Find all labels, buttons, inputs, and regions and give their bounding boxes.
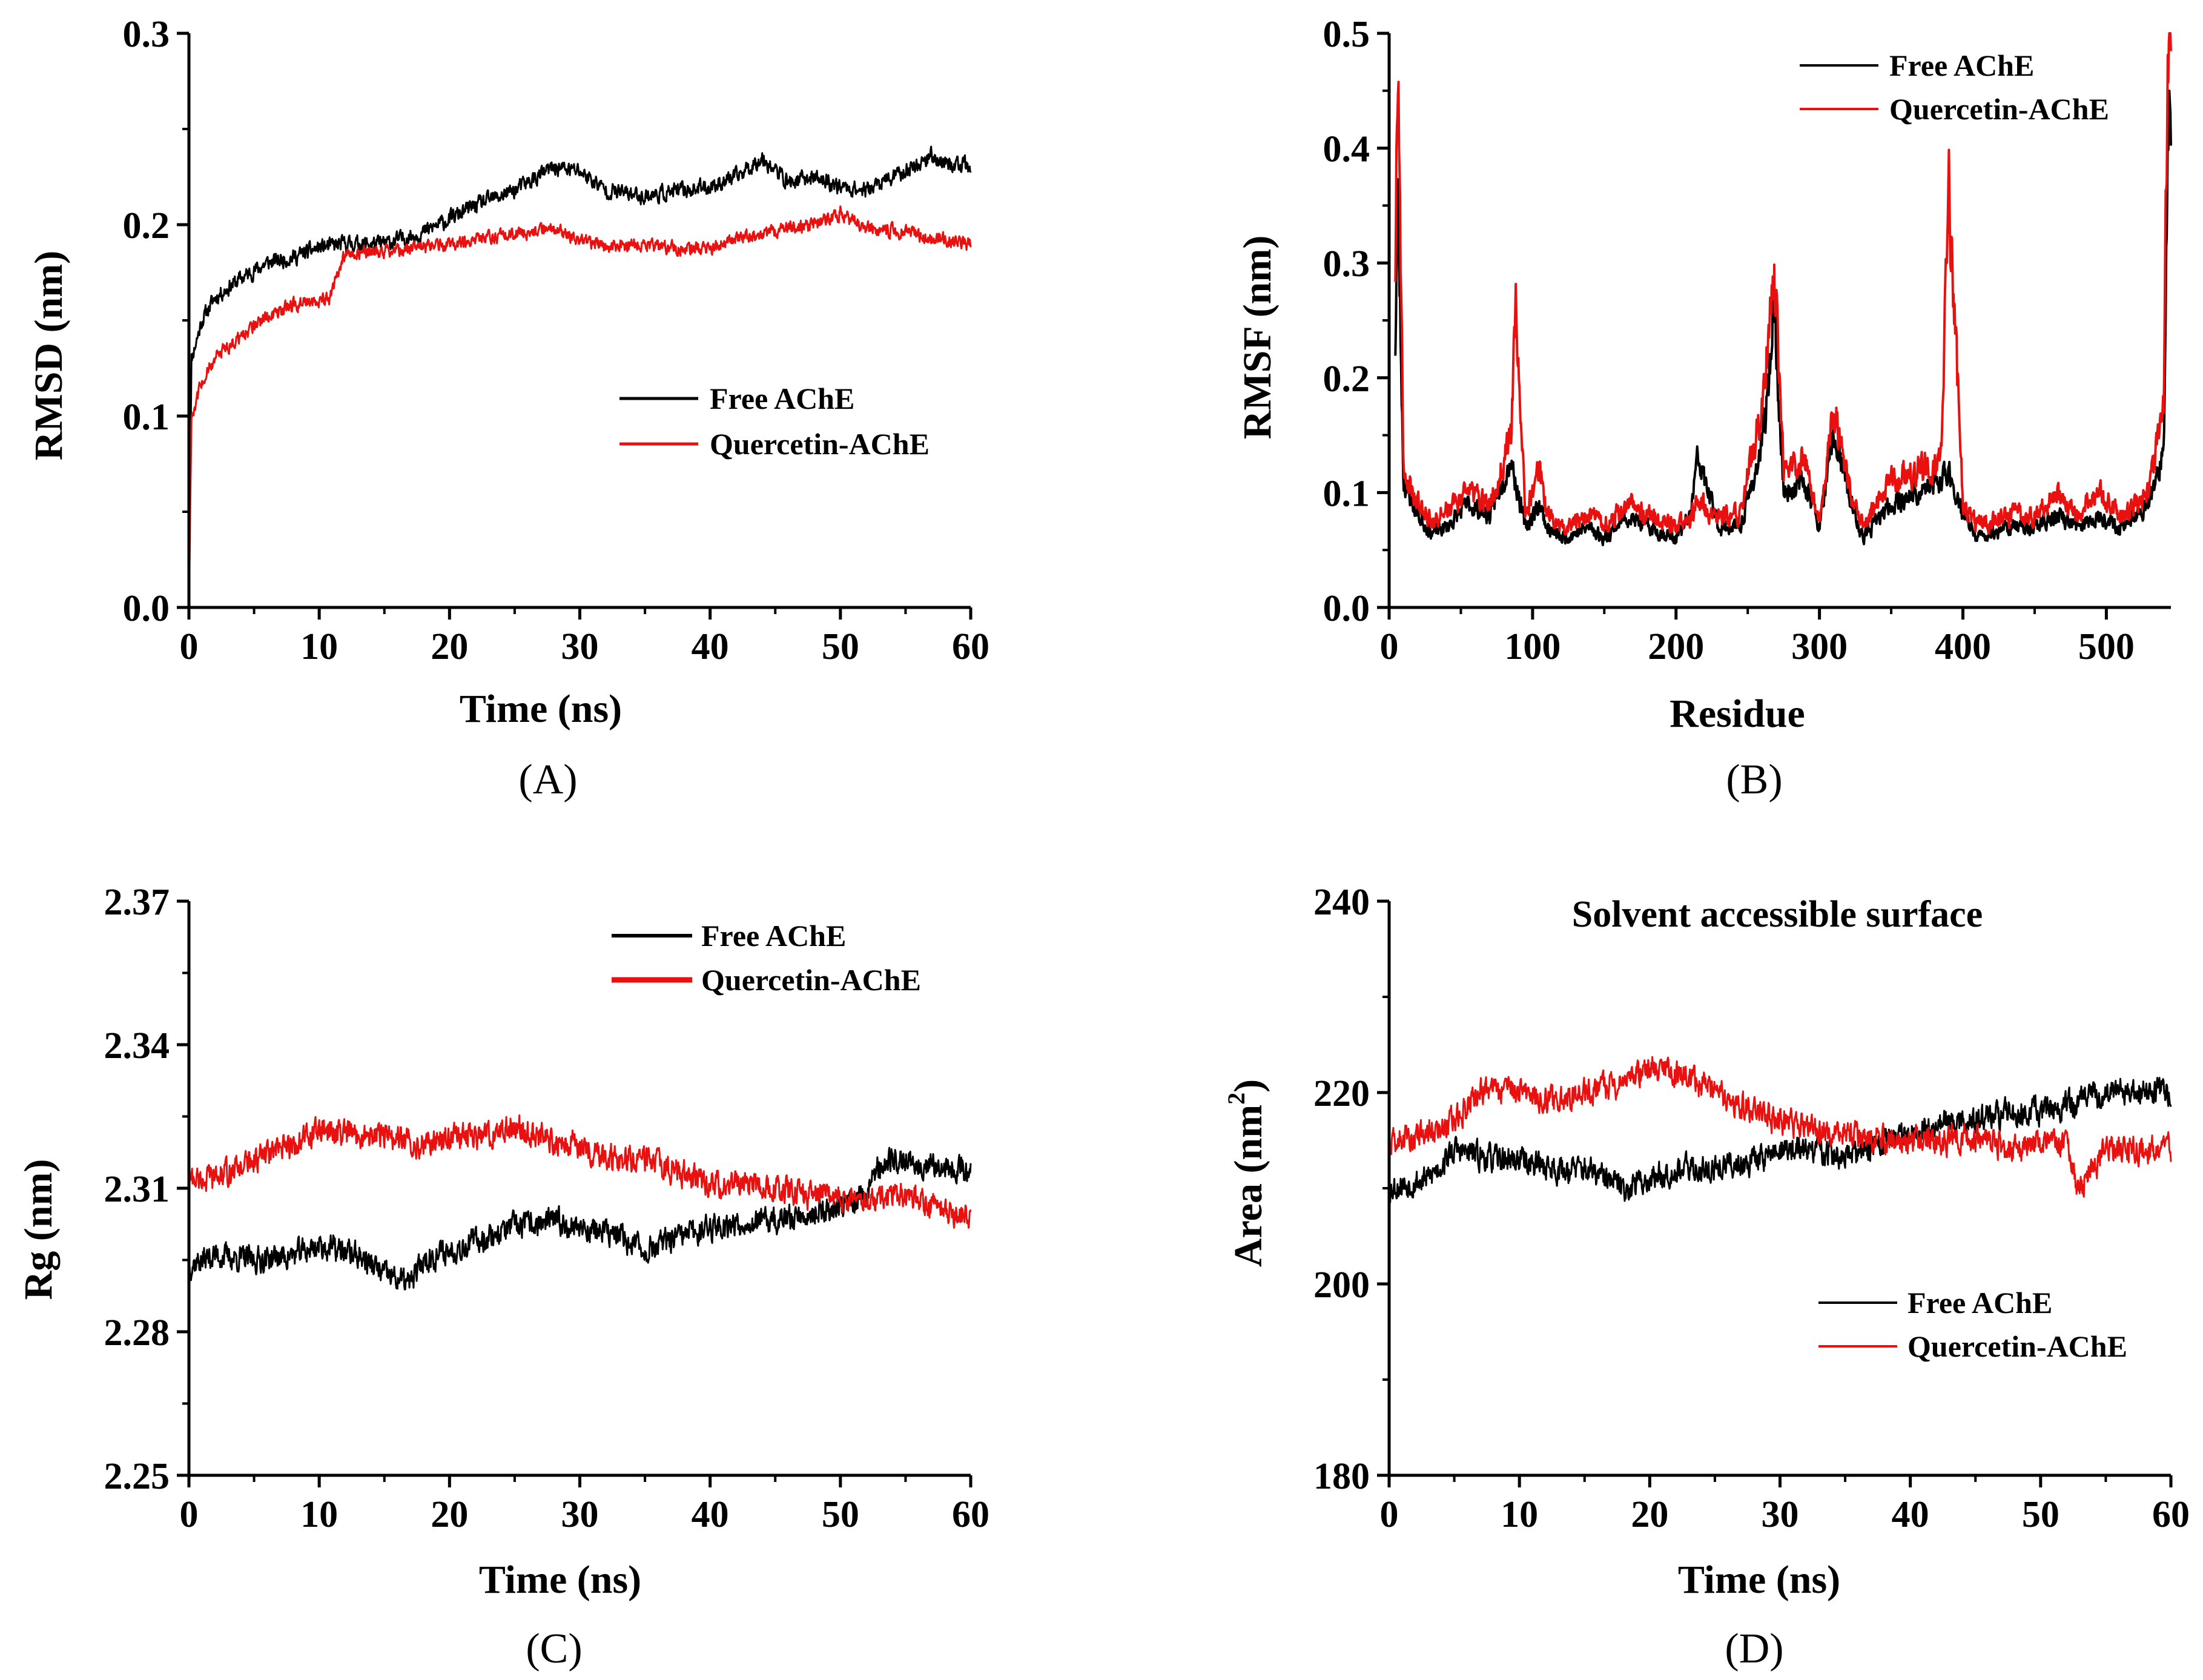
panel-a-xtick-label: 50: [822, 626, 859, 667]
panel-b-series-quercetin-ache: [1394, 32, 2172, 536]
panel-a-tick-labels: 0 10 20 30 40 50 60 0.0 0.1 0.2 0.3: [123, 14, 990, 667]
panel-c-ytick-label: 2.34: [104, 1025, 170, 1067]
panel-a-xtick-label: 60: [952, 626, 989, 667]
panel-c-xtick-label: 30: [561, 1494, 599, 1535]
panel-c-ytick-label: 2.31: [104, 1169, 170, 1210]
panel-d-legend-free: Free AChE: [1907, 1286, 2052, 1320]
panel-a-xtick-label: 20: [431, 626, 468, 667]
panel-b-ytick-label: 0.4: [1323, 129, 1370, 170]
panel-a-xtick-label: 10: [300, 626, 338, 667]
panel-b-xtick-label: 0: [1380, 626, 1399, 667]
panel-b-xtick-label: 500: [2078, 626, 2135, 667]
panel-c-xtick-label: 50: [822, 1494, 859, 1535]
panel-d-series: [1388, 1056, 2172, 1203]
panel-d-ytick-label: 200: [1313, 1265, 1370, 1306]
panel-d-xlabel: Time (ns): [1678, 1558, 1840, 1602]
panel-a-xlabel: Time (ns): [460, 687, 622, 731]
panel-d-ytick-label: 180: [1313, 1456, 1370, 1497]
panel-c-ylabel: Rg (nm): [16, 1159, 61, 1300]
panel-d-ytick-label: 220: [1313, 1073, 1370, 1114]
panel-d: 0 10 20 30 40 50 60 180 200 220 240 Solvent access…: [1223, 882, 2190, 1672]
panel-b-series: [1394, 32, 2172, 546]
panel-b: 0 100 200 300 400 500 0.0 0.1 0.2 0.3 0.4 0.5 Resid…: [1235, 14, 2172, 803]
panel-a-ylabel: RMSD (nm): [27, 251, 71, 460]
panel-a-legend: Free AChE Quercetin-AChE: [619, 382, 930, 461]
panel-a-ytick-label: 0.3: [123, 14, 170, 55]
panel-a-xtick-label: 0: [180, 626, 199, 667]
panel-c-tick-labels: 0 10 20 30 40 50 60 2.25 2.28 2.31 2.34 2.37: [104, 882, 990, 1535]
panel-d-xtick-label: 60: [2152, 1494, 2190, 1535]
panel-c: 0 10 20 30 40 50 60 2.25 2.28 2.31 2.34 2.37 Time (…: [16, 882, 989, 1672]
panel-c-xtick-label: 60: [952, 1494, 989, 1535]
panel-d-label: (D): [1725, 1625, 1783, 1672]
panel-a-xtick-label: 30: [561, 626, 599, 667]
panel-b-ylabel: RMSF (nm): [1235, 236, 1280, 440]
panel-b-legend: Free AChE Quercetin-AChE: [1800, 48, 2109, 126]
panel-d-xtick-label: 30: [1762, 1494, 1799, 1535]
panel-a-ytick-label: 0.2: [123, 205, 170, 246]
panel-a: 0 10 20 30 40 50 60 0.0 0.1 0.2 0.3 Time (ns) RMSD…: [27, 14, 989, 803]
panel-c-label: (C): [526, 1625, 582, 1672]
panel-c-legend: Free AChE Quercetin-AChE: [612, 919, 921, 997]
panel-a-series: [188, 145, 972, 608]
panel-c-xlabel: Time (ns): [479, 1558, 641, 1602]
panel-b-ytick-label: 0.3: [1323, 243, 1370, 285]
panel-b-xtick-label: 400: [1935, 626, 1991, 667]
panel-a-axes: [177, 31, 973, 620]
panel-b-xtick-label: 100: [1504, 626, 1561, 667]
panel-c-legend-quercetin: Quercetin-AChE: [701, 963, 921, 997]
panel-c-series: [188, 1114, 972, 1291]
panel-d-title: Solvent accessible surface: [1572, 894, 1983, 935]
panel-d-legend: Free AChE Quercetin-AChE: [1818, 1286, 2127, 1363]
panel-a-legend-quercetin: Quercetin-AChE: [710, 427, 930, 461]
panel-b-xlabel: Residue: [1670, 692, 1805, 736]
panel-b-ytick-label: 0.1: [1323, 473, 1370, 514]
panel-d-series-quercetin-ache: [1388, 1056, 2172, 1198]
panel-b-ytick-label: 0.0: [1323, 588, 1370, 629]
panel-d-xtick-label: 10: [1501, 1494, 1538, 1535]
panel-c-series-quercetin-ache: [188, 1114, 972, 1229]
panel-d-axes: [1377, 899, 2173, 1487]
panel-c-xtick-label: 10: [300, 1494, 338, 1535]
panel-d-legend-quercetin: Quercetin-AChE: [1907, 1329, 2127, 1363]
panel-c-ytick-label: 2.25: [104, 1456, 170, 1497]
panel-d-xtick-label: 40: [1892, 1494, 1929, 1535]
panel-d-xtick-label: 0: [1380, 1494, 1399, 1535]
panel-d-ylabel: Area (nm2): [1223, 1079, 1270, 1267]
panel-b-legend-free: Free AChE: [1889, 48, 2034, 82]
panel-c-legend-free: Free AChE: [701, 919, 846, 953]
panel-c-axes: [177, 899, 973, 1487]
panel-d-series-free-ache: [1388, 1077, 2172, 1203]
panel-a-series-free-ache: [188, 145, 972, 608]
panel-a-legend-free: Free AChE: [710, 382, 854, 415]
panel-b-tick-labels: 0 100 200 300 400 500 0.0 0.1 0.2 0.3 0.4 0.5: [1323, 14, 2135, 667]
panel-c-ytick-label: 2.37: [104, 882, 170, 923]
panel-c-xtick-label: 20: [431, 1494, 468, 1535]
panel-d-ytick-label: 240: [1313, 882, 1370, 923]
panel-c-xtick-label: 40: [692, 1494, 729, 1535]
panel-c-ytick-label: 2.28: [104, 1312, 170, 1354]
panel-b-ytick-label: 0.2: [1323, 359, 1370, 400]
panel-b-label: (B): [1726, 756, 1782, 803]
panel-a-series-quercetin-ache: [188, 205, 972, 608]
panel-b-xtick-label: 200: [1648, 626, 1704, 667]
panel-a-ytick-label: 0.1: [123, 397, 170, 438]
panel-b-xtick-label: 300: [1791, 626, 1848, 667]
panel-b-ytick-label: 0.5: [1323, 14, 1370, 55]
panel-b-axes: [1377, 31, 2171, 620]
panel-a-ytick-label: 0.0: [123, 588, 170, 629]
panel-c-xtick-label: 0: [180, 1494, 199, 1535]
panel-a-xtick-label: 40: [692, 626, 729, 667]
panel-d-xtick-label: 20: [1631, 1494, 1668, 1535]
panel-b-legend-quercetin: Quercetin-AChE: [1889, 92, 2109, 126]
panel-d-xtick-label: 50: [2022, 1494, 2059, 1535]
panel-a-label: (A): [518, 756, 577, 803]
panel-d-tick-labels: 0 10 20 30 40 50 60 180 200 220 240: [1313, 882, 2190, 1535]
